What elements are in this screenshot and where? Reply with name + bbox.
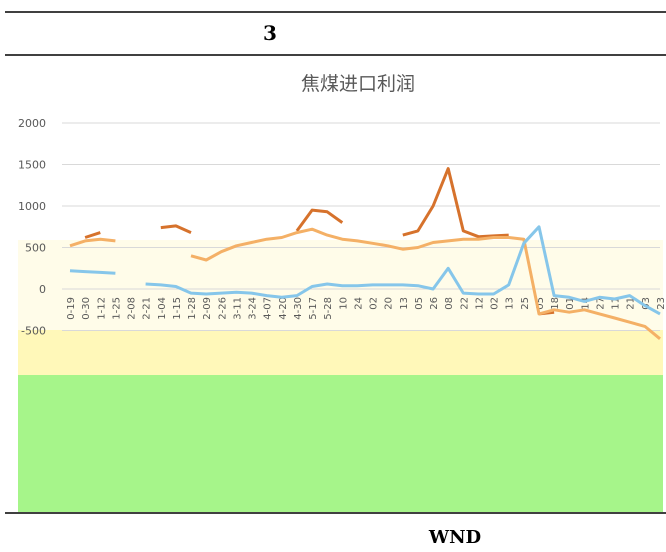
figure-number: 3 bbox=[263, 21, 277, 45]
series-line bbox=[84, 167, 555, 316]
x-tick-label: 0-30 bbox=[81, 297, 92, 320]
x-tick-label: 10 bbox=[338, 297, 349, 310]
x-tick-label: 5-17 bbox=[308, 297, 319, 320]
x-tick-label: 23 bbox=[656, 297, 666, 310]
x-tick-label: 05 bbox=[535, 297, 546, 310]
overlay bbox=[18, 375, 663, 512]
x-tick-label: 4-30 bbox=[293, 297, 304, 320]
x-tick-label: 2-08 bbox=[127, 297, 138, 320]
x-tick-label: 22 bbox=[459, 297, 470, 310]
x-tick-label: 05 bbox=[414, 297, 425, 310]
source: WND bbox=[428, 527, 481, 548]
x-tick-label: 1-12 bbox=[96, 297, 107, 320]
x-tick-label: 13 bbox=[399, 297, 410, 310]
x-tick-label: 08 bbox=[444, 297, 455, 310]
x-tick-label: 1-28 bbox=[187, 297, 198, 320]
x-tick-label: 3-24 bbox=[248, 297, 259, 320]
y-tick-label: 0 bbox=[39, 283, 46, 296]
x-tick-label: 25 bbox=[520, 297, 531, 310]
y-tick-label: 1000 bbox=[18, 200, 46, 213]
x-tick-label: 26 bbox=[429, 297, 440, 310]
x-tick-label: 5-28 bbox=[323, 297, 334, 320]
x-tick-label: 1-04 bbox=[157, 297, 168, 320]
x-tick-label: 3-11 bbox=[232, 297, 243, 320]
x-tick-label: 11 bbox=[611, 297, 622, 310]
x-tick-label: 2-21 bbox=[142, 297, 153, 320]
overlay bbox=[18, 330, 663, 375]
y-tick-label: 1500 bbox=[18, 159, 46, 172]
y-tick-label: 500 bbox=[25, 242, 46, 255]
x-tick-label: 1-25 bbox=[111, 297, 122, 320]
x-tick-label: 24 bbox=[353, 297, 364, 310]
x-tick-label: 14 bbox=[580, 297, 591, 310]
x-tick-label: 02 bbox=[490, 297, 501, 310]
x-tick-label: 4-20 bbox=[278, 297, 289, 320]
x-tick-label: 20 bbox=[384, 297, 395, 310]
x-tick-label: 27 bbox=[595, 297, 606, 310]
x-tick-label: 13 bbox=[505, 297, 516, 310]
x-tick-label: 21 bbox=[626, 297, 637, 310]
x-tick-label: 02 bbox=[369, 297, 380, 310]
x-tick-label: 03 bbox=[641, 297, 652, 310]
x-tick-label: 4-07 bbox=[263, 297, 274, 320]
y-tick-label: 2000 bbox=[18, 117, 46, 130]
x-tick-label: 2-26 bbox=[217, 297, 228, 320]
chart-title: 焦煤进口利润 bbox=[301, 73, 415, 95]
x-tick-label: 18 bbox=[550, 297, 561, 310]
x-tick-label: 2-09 bbox=[202, 297, 213, 320]
x-tick-label: 0-19 bbox=[66, 297, 77, 320]
x-tick-label: 01 bbox=[565, 297, 576, 310]
x-tick-label: 1-15 bbox=[172, 297, 183, 320]
y-tick-label: -500 bbox=[21, 325, 46, 338]
series-line bbox=[69, 225, 661, 316]
x-tick-label: 12 bbox=[474, 297, 485, 310]
series-line bbox=[69, 227, 661, 340]
